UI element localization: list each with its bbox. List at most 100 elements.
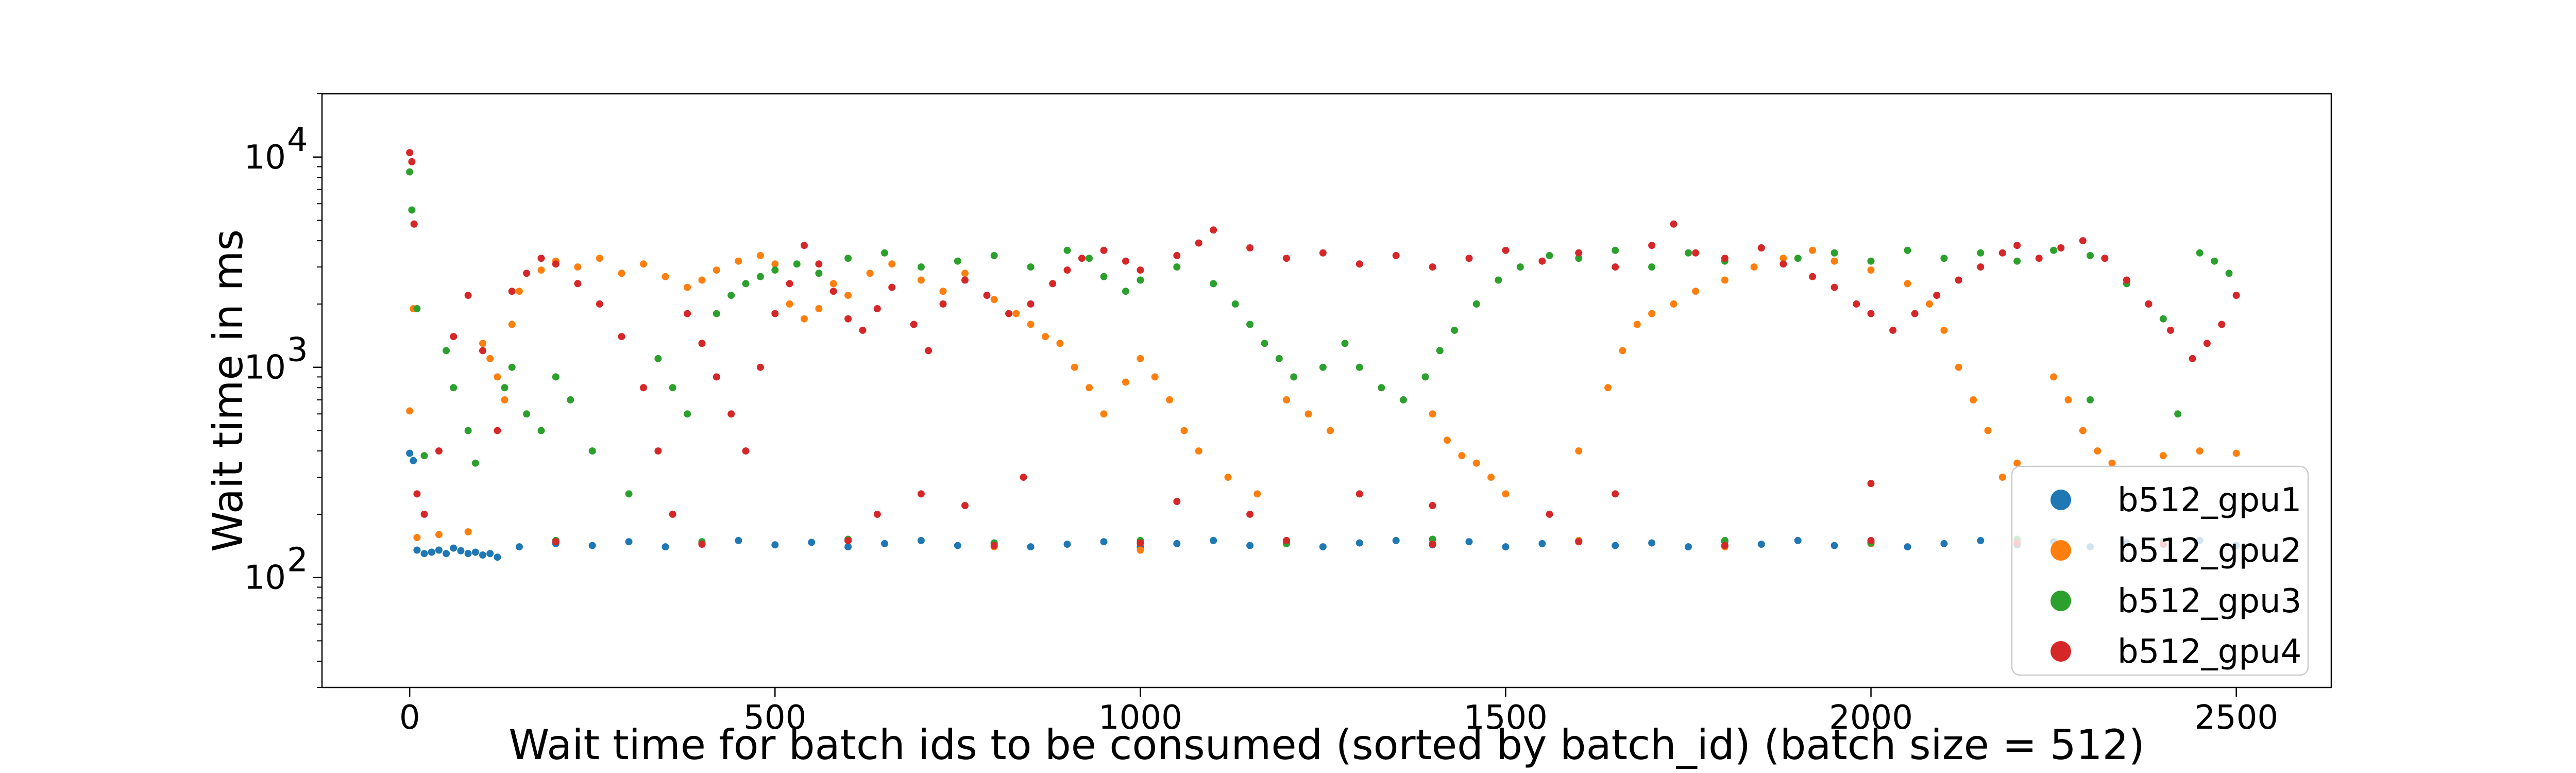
data-point — [1911, 310, 1919, 317]
data-point — [2159, 452, 2167, 460]
data-point — [669, 384, 676, 392]
data-point — [574, 280, 582, 288]
data-point — [786, 300, 793, 308]
data-point — [1253, 490, 1261, 498]
legend-frame — [2011, 465, 2309, 676]
data-point — [625, 538, 633, 546]
data-point — [464, 427, 472, 434]
data-point — [756, 363, 764, 371]
data-point — [771, 310, 779, 317]
data-point — [2064, 396, 2072, 404]
data-point — [508, 321, 516, 328]
data-point — [618, 270, 625, 277]
data-point — [801, 315, 808, 323]
data-point — [1612, 490, 1619, 498]
data-point — [713, 266, 720, 274]
data-point — [640, 384, 647, 392]
data-point — [2013, 257, 2021, 265]
legend: b512_gpu1 b512_gpu2 b512_gpu3 b512_gpu4 — [2011, 465, 2309, 676]
data-point — [1319, 249, 1327, 257]
data-point — [698, 340, 706, 347]
data-point — [1429, 541, 1436, 548]
data-point — [1012, 310, 1020, 317]
data-point — [742, 280, 750, 288]
data-point — [2211, 257, 2218, 265]
data-point — [625, 490, 633, 498]
data-point — [1831, 249, 1838, 257]
legend-marker — [2050, 540, 2071, 561]
data-point — [1619, 347, 1626, 355]
data-point — [596, 300, 603, 308]
data-point — [1867, 536, 1875, 544]
y-tick-exponent: 2 — [287, 542, 308, 580]
data-point — [552, 538, 560, 546]
data-point — [1472, 459, 1480, 467]
data-point — [1940, 255, 1948, 262]
data-point — [1341, 340, 1349, 347]
data-point — [735, 257, 742, 265]
data-point — [1831, 283, 1838, 291]
data-point — [1429, 535, 1436, 543]
data-point — [917, 263, 925, 271]
data-point — [2087, 396, 2094, 404]
legend-marker — [2050, 490, 2071, 510]
data-point — [1137, 355, 1144, 362]
data-point — [494, 373, 501, 381]
data-point — [1399, 396, 1407, 404]
x-tick-label: 1000 — [1098, 699, 1182, 737]
data-point — [1173, 498, 1181, 506]
data-point — [771, 260, 779, 268]
data-point — [1831, 257, 1838, 265]
data-point — [735, 536, 742, 544]
data-point — [888, 260, 896, 268]
data-point — [406, 168, 414, 176]
data-point — [983, 292, 991, 299]
data-point — [1465, 538, 1473, 546]
data-point — [1355, 539, 1363, 547]
data-point — [917, 536, 925, 544]
data-point — [698, 276, 706, 284]
data-point — [1750, 263, 1758, 271]
data-point — [1086, 384, 1093, 392]
data-point — [479, 347, 486, 355]
data-point — [420, 550, 428, 558]
legend-label: b512_gpu3 — [2117, 582, 2301, 620]
data-point — [1889, 326, 1897, 334]
data-point — [917, 490, 925, 498]
x-tick-label: 500 — [743, 699, 806, 737]
data-point — [1319, 543, 1327, 551]
data-point — [1612, 263, 1619, 271]
data-point — [1867, 257, 1875, 265]
x-tick-label: 2000 — [1829, 699, 1913, 737]
data-point — [866, 270, 874, 277]
data-point — [1757, 541, 1765, 548]
data-point — [2174, 410, 2182, 418]
data-point — [873, 305, 881, 312]
data-point — [954, 257, 961, 265]
data-point — [654, 447, 662, 455]
data-point — [501, 396, 509, 404]
data-point — [2108, 459, 2116, 467]
data-point — [1970, 396, 1977, 404]
plot-frame — [321, 93, 2332, 688]
data-point — [1977, 536, 1985, 544]
data-point — [1246, 321, 1254, 328]
data-point — [1063, 541, 1071, 548]
data-point — [494, 553, 501, 561]
data-point — [1867, 266, 1875, 274]
data-point — [1005, 310, 1013, 317]
data-point — [1100, 273, 1108, 280]
data-point — [618, 333, 625, 341]
data-point — [2013, 242, 2021, 249]
x-tick-label: 2500 — [2194, 699, 2278, 737]
data-point — [1904, 543, 1911, 551]
data-point — [1940, 326, 1948, 334]
data-point — [1794, 255, 1802, 262]
data-point — [1648, 242, 1656, 249]
data-point — [1538, 540, 1546, 547]
data-point — [1692, 249, 1700, 257]
data-point — [727, 292, 735, 299]
data-point — [1648, 263, 1656, 271]
data-point — [939, 288, 947, 295]
data-point — [435, 531, 443, 539]
